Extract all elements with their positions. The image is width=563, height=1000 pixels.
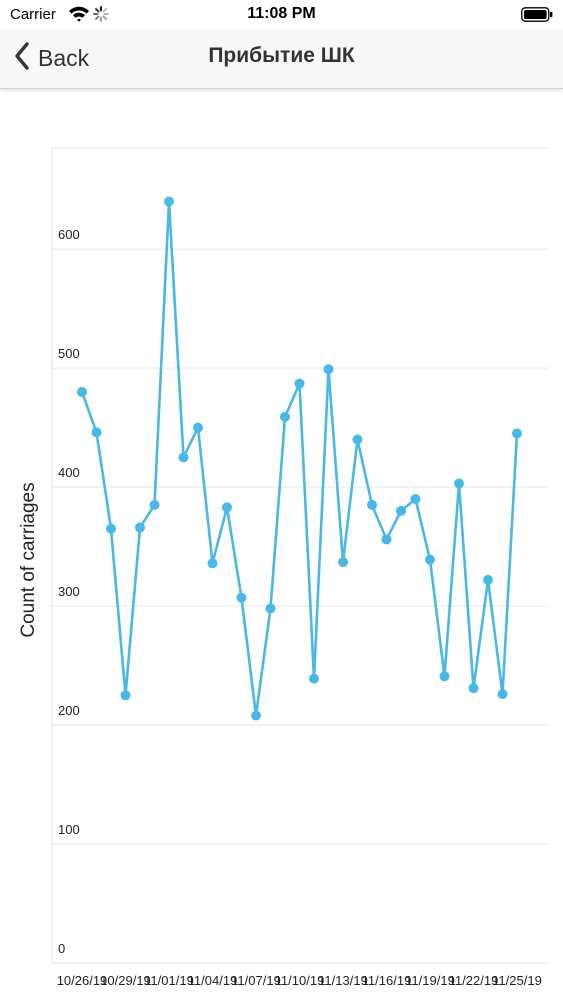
data-point[interactable] bbox=[106, 523, 116, 534]
y-tick-label: 100 bbox=[58, 822, 80, 837]
data-point[interactable] bbox=[338, 557, 348, 568]
x-tick-label: 11/13/19 bbox=[318, 973, 368, 988]
data-point[interactable] bbox=[497, 689, 508, 700]
data-point[interactable] bbox=[396, 505, 406, 516]
data-point[interactable] bbox=[512, 428, 522, 439]
data-point[interactable] bbox=[77, 386, 87, 397]
data-point[interactable] bbox=[280, 411, 290, 422]
status-bar: Carrier 11:08 PM bbox=[0, 0, 563, 30]
data-point[interactable] bbox=[164, 196, 174, 207]
data-point[interactable] bbox=[222, 502, 232, 513]
navigation-bar: Back Прибытие ШК bbox=[0, 30, 563, 89]
y-axis-label: Count of carriages bbox=[18, 482, 39, 637]
data-point[interactable] bbox=[410, 493, 421, 504]
carrier-label: Carrier bbox=[10, 6, 56, 23]
data-point[interactable] bbox=[352, 434, 363, 445]
data-point[interactable] bbox=[294, 378, 305, 389]
x-tick-label: 11/04/19 bbox=[188, 973, 238, 988]
data-point[interactable] bbox=[367, 499, 377, 510]
data-point[interactable] bbox=[149, 499, 160, 510]
back-label: Back bbox=[38, 44, 90, 71]
x-tick-label: 11/25/19 bbox=[492, 973, 542, 988]
data-point[interactable] bbox=[135, 522, 145, 533]
data-point[interactable] bbox=[483, 574, 493, 585]
x-tick-label: 11/19/19 bbox=[405, 973, 455, 988]
data-point[interactable] bbox=[236, 592, 247, 603]
data-point[interactable] bbox=[251, 710, 261, 721]
data-point[interactable] bbox=[120, 690, 131, 701]
x-tick-label: 10/29/19 bbox=[100, 973, 151, 988]
y-tick-label: 600 bbox=[58, 227, 80, 242]
chevron-left-icon bbox=[14, 41, 30, 75]
spinner-icon bbox=[93, 6, 109, 27]
battery-icon bbox=[521, 7, 553, 27]
back-button[interactable]: Back bbox=[14, 41, 89, 75]
x-tick-label: 11/01/19 bbox=[144, 973, 194, 988]
data-point[interactable] bbox=[454, 478, 464, 489]
data-point[interactable] bbox=[468, 683, 479, 694]
data-point[interactable] bbox=[323, 364, 334, 375]
x-tick-label: 11/22/19 bbox=[449, 973, 499, 988]
data-point[interactable] bbox=[178, 452, 189, 463]
y-tick-label: 500 bbox=[58, 346, 80, 361]
data-point[interactable] bbox=[425, 554, 435, 565]
y-tick-label: 0 bbox=[58, 941, 65, 956]
status-time: 11:08 PM bbox=[247, 5, 316, 22]
data-point[interactable] bbox=[381, 534, 392, 545]
y-tick-label: 400 bbox=[58, 465, 80, 480]
y-tick-label: 300 bbox=[58, 584, 80, 599]
x-tick-label: 10/26/19 bbox=[57, 973, 108, 988]
x-tick-label: 11/10/19 bbox=[275, 973, 325, 988]
x-tick-label: 11/07/19 bbox=[231, 973, 281, 988]
data-point[interactable] bbox=[207, 558, 218, 569]
data-point[interactable] bbox=[309, 673, 319, 684]
page-title: Прибытие ШК bbox=[208, 44, 355, 67]
x-tick-label: 11/16/19 bbox=[362, 973, 412, 988]
data-point[interactable] bbox=[265, 603, 276, 614]
series-line bbox=[80, 200, 519, 717]
y-tick-label: 200 bbox=[58, 703, 80, 718]
data-point[interactable] bbox=[193, 422, 203, 433]
wifi-icon bbox=[68, 5, 90, 27]
data-point[interactable] bbox=[91, 427, 102, 438]
data-point[interactable] bbox=[439, 671, 450, 682]
